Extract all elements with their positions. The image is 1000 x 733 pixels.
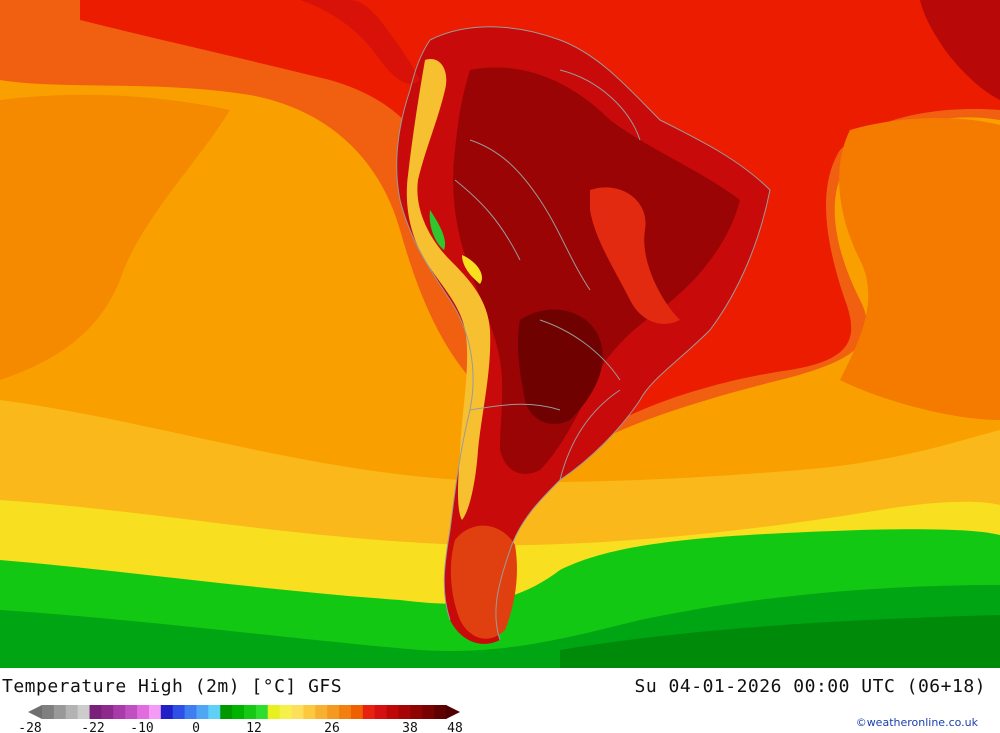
- legend-swatch: [291, 705, 304, 719]
- legend-swatch: [196, 705, 209, 719]
- highland-patch: [590, 187, 680, 324]
- legend-tick: 48: [447, 721, 463, 733]
- legend-swatch: [53, 705, 67, 719]
- legend-tick-labels: -28 -22 -10 0 12 26 38 48: [18, 721, 463, 733]
- legend-swatch: [244, 705, 257, 719]
- legend-swatch: [374, 705, 388, 719]
- legend-swatch: [125, 705, 138, 719]
- legend-tick: 12: [246, 721, 262, 733]
- map-footer: Temperature High (2m) [°C] GFS Su 04-01-…: [0, 668, 1000, 733]
- legend-tick: 0: [192, 721, 200, 733]
- map-canvas: [0, 0, 1000, 668]
- legend-swatch: [42, 705, 55, 719]
- legend-tick: 26: [324, 721, 340, 733]
- legend-swatch: [303, 705, 316, 719]
- central-america-land: [300, 0, 420, 84]
- legend-swatch: [113, 705, 126, 719]
- legend-swatch: [89, 705, 102, 719]
- legend-swatch: [208, 705, 221, 719]
- legend-swatch: [398, 705, 411, 719]
- legend-swatch: [77, 705, 91, 719]
- atlantic-orange: [839, 118, 1000, 421]
- legend-swatch: [267, 705, 281, 719]
- pacific-orange: [0, 94, 230, 380]
- andes-yellow-patch: [462, 255, 482, 284]
- patagonia-warm: [450, 525, 517, 639]
- temperature-map: [0, 0, 1000, 668]
- legend-swatch: [339, 705, 352, 719]
- land-hottest-core: [517, 309, 603, 424]
- cold-dark-green-band: [560, 615, 1000, 668]
- legend-swatch: [422, 705, 435, 719]
- color-scale-legend: -28 -22 -10 0 12 26 38 48: [18, 705, 463, 733]
- africa-edge-land: [920, 0, 1000, 100]
- legend-swatch: [160, 705, 174, 719]
- legend-right-arrow: [446, 705, 460, 719]
- legend-tick: -28: [18, 721, 41, 733]
- legend-swatch: [327, 705, 340, 719]
- legend-swatch: [362, 705, 376, 719]
- legend-swatch: [315, 705, 328, 719]
- credit-link[interactable]: ©weatheronline.co.uk: [855, 716, 978, 729]
- legend-swatch: [410, 705, 423, 719]
- valid-time: Su 04-01-2026 00:00 UTC (06+18): [634, 676, 986, 697]
- andes-strip: [406, 59, 491, 521]
- legend-swatch: [350, 705, 364, 719]
- legend-swatch: [386, 705, 399, 719]
- legend-swatch: [137, 705, 150, 719]
- legend-swatch: [184, 705, 197, 719]
- legend-tick: 38: [402, 721, 418, 733]
- legend-tick: -22: [81, 721, 104, 733]
- legend-swatch: [279, 705, 293, 719]
- andes-green-patch: [429, 210, 446, 250]
- legend-swatch: [148, 705, 162, 719]
- legend-swatches: [42, 705, 447, 719]
- map-title: Temperature High (2m) [°C] GFS: [2, 676, 343, 697]
- legend-swatch: [65, 705, 79, 719]
- legend-swatch: [101, 705, 114, 719]
- legend-left-arrow: [28, 705, 42, 719]
- legend-swatch: [172, 705, 186, 719]
- legend-swatch: [232, 705, 245, 719]
- country-borders: [396, 26, 771, 641]
- legend-swatch: [220, 705, 233, 719]
- legend-tick: -10: [130, 721, 153, 733]
- legend-swatch: [434, 705, 447, 719]
- legend-swatch: [255, 705, 269, 719]
